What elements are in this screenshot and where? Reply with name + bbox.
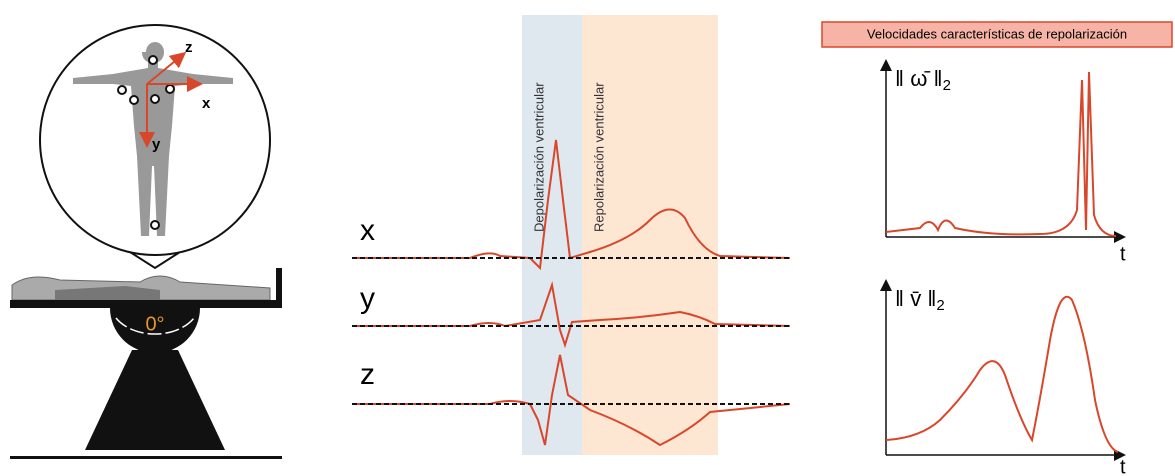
ecg-panel: Depolarización ventricular Repolarizació… <box>352 15 791 455</box>
ecg-trace <box>352 354 791 447</box>
lead-label: z <box>360 358 375 391</box>
norm: ‖ ω̄ ‖ <box>895 66 943 91</box>
rotor <box>110 308 200 353</box>
table-end <box>276 268 282 308</box>
table <box>10 300 282 308</box>
body-panel: z x y 0° <box>10 24 282 459</box>
electrodes <box>117 55 175 230</box>
patient-shade <box>55 286 160 300</box>
stand <box>85 350 225 450</box>
band-label: Depolarización ventricular <box>531 82 546 232</box>
axis-label: z <box>185 39 193 56</box>
norm: ‖ v̄ ‖ <box>895 286 936 311</box>
plot-label: ‖ v̄ ‖2 <box>895 286 945 314</box>
axis-label: x <box>202 95 211 112</box>
axis-label: y <box>152 136 161 153</box>
floor <box>10 456 282 459</box>
panel-title: Velocidades características de repolariz… <box>867 26 1127 41</box>
omega-curve <box>885 71 1117 237</box>
band-label: Repolarización ventricular <box>591 82 606 232</box>
ecg-trace <box>352 281 791 349</box>
tilt-angle: 0° <box>145 313 164 335</box>
ecg-trace <box>352 139 791 271</box>
t-label: t <box>1120 456 1126 476</box>
subscript: 2 <box>936 297 944 314</box>
subscript: 2 <box>943 77 951 94</box>
t-label: t <box>1120 243 1126 265</box>
lead-label: y <box>360 282 375 315</box>
z-axis-arrow <box>146 51 187 85</box>
title-box <box>821 21 1173 48</box>
depolarization-band <box>522 15 582 455</box>
plot-label: ‖ ω̄ ‖2 <box>895 66 951 94</box>
v-curve <box>885 295 1119 453</box>
velocity-panel: Velocidades características de repolariz… <box>821 21 1173 476</box>
repolarization-band <box>582 15 718 455</box>
lead-label: x <box>360 214 375 247</box>
